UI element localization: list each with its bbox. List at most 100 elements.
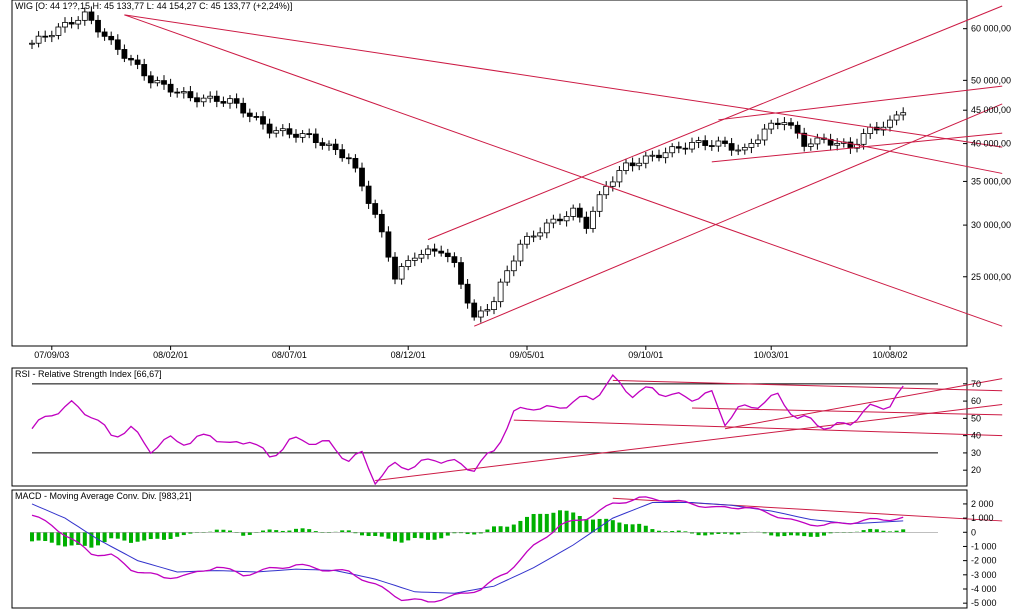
candle-body: [563, 215, 570, 222]
macd-y-tick-label: 2 000: [971, 499, 994, 509]
candle-body: [279, 128, 286, 132]
macd-histogram-bar: [135, 532, 140, 542]
macd-histogram-bar: [617, 522, 622, 533]
macd-y-tick-label: -1 000: [971, 541, 997, 551]
candle-body: [108, 35, 115, 41]
candle-body: [609, 181, 616, 187]
candle-body: [385, 231, 392, 258]
macd-histogram-bar: [538, 513, 543, 533]
rsi-line-group: [31, 373, 904, 486]
candle-body: [319, 142, 326, 146]
macd-histogram-bar: [102, 532, 107, 543]
macd-histogram-bar: [822, 532, 826, 536]
price-y-tick-label: 35 000,00: [971, 176, 1011, 186]
candle-body: [299, 133, 306, 138]
price-trendline: [718, 85, 1003, 121]
candle-body: [524, 235, 530, 245]
candle-body: [689, 142, 695, 150]
candle-body: [213, 95, 220, 102]
macd-histogram-bar: [782, 532, 787, 537]
candle-body: [95, 19, 101, 33]
candle-body: [154, 80, 161, 84]
macd-histogram-bar: [261, 530, 265, 533]
candle-body: [35, 35, 42, 44]
candle-body: [147, 75, 154, 84]
macd-histogram-bar: [690, 532, 694, 534]
candle-body: [807, 143, 814, 147]
price-trendlines: [124, 5, 1003, 327]
candle-body: [893, 114, 900, 121]
rsi-y-tick-label: 20: [971, 465, 981, 475]
macd-histogram-bar: [465, 532, 470, 535]
candle-body: [722, 140, 728, 144]
macd-histogram-bar: [511, 524, 516, 533]
macd-y-tick-label: 0: [971, 527, 976, 537]
macd-histogram-bar: [346, 530, 351, 533]
candle-body: [227, 98, 233, 104]
macd-histogram-bar: [115, 532, 120, 539]
candle-body: [101, 31, 108, 37]
macd-histogram-bar: [56, 532, 61, 546]
macd-histogram-bar: [340, 530, 345, 533]
candle-body: [134, 59, 141, 65]
candle-body: [590, 210, 596, 229]
macd-histogram-bar: [729, 532, 734, 535]
macd-histogram-bar: [643, 525, 648, 533]
candle-body: [583, 216, 590, 229]
candle-body: [260, 116, 266, 125]
candle-body: [240, 102, 247, 114]
candle-body: [128, 57, 134, 61]
macd-histogram-bar: [280, 530, 285, 533]
macd-histogram-bar: [558, 510, 562, 533]
price-y-tick-label: 60 000,00: [971, 24, 1011, 34]
rsi-y-tick-label: 60: [971, 396, 981, 406]
macd-histogram-bar: [828, 532, 833, 534]
candle-body: [761, 128, 768, 141]
rsi-y-axis: 20 30 40 50 60 70: [963, 379, 981, 475]
macd-histogram-bar: [683, 531, 688, 533]
rsi-y-tick-label: 70: [971, 379, 981, 389]
price-y-tick-label: 45 000,00: [971, 105, 1011, 115]
macd-histogram-bar: [663, 531, 668, 533]
macd-histogram-bar: [214, 529, 219, 533]
macd-histogram-bar: [122, 532, 127, 541]
candle-body: [781, 122, 788, 126]
macd-y-tick-label: -2 000: [971, 556, 997, 566]
macd-histogram-bar: [373, 532, 378, 536]
candle-body: [378, 213, 385, 233]
candle-body: [174, 91, 181, 94]
rsi-trendline: [612, 379, 1003, 392]
macd-histogram-bar: [76, 532, 81, 545]
candle-body: [207, 95, 214, 99]
rsi-y-tick-label: 40: [971, 431, 981, 441]
price-x-axis: 07/09/03 08/02/01 08/07/01 08/12/01 09/05/01…: [34, 346, 908, 360]
candle-body: [345, 157, 352, 160]
macd-histogram-bar: [399, 532, 404, 543]
macd-histogram-bar: [525, 516, 529, 533]
macd-histogram-bar: [300, 528, 305, 533]
macd-histogram-bar: [709, 532, 714, 535]
macd-histogram-bar: [881, 530, 886, 533]
rsi-y-tick-label: 50: [971, 413, 981, 423]
macd-y-tick-label: 1 000: [971, 513, 994, 523]
macd-histogram-bar: [241, 532, 246, 536]
macd-histogram-bar: [676, 530, 681, 533]
macd-histogram-bar: [313, 531, 318, 533]
price-y-tick-label: 50 000,00: [971, 75, 1011, 85]
candle-body: [180, 91, 187, 94]
candle-body: [550, 218, 557, 224]
macd-histogram-bar: [703, 532, 708, 536]
price-y-axis: 25 000,00 30 000,00 35 000,00 40 000,00 45 0…: [963, 24, 1011, 282]
macd-line: [31, 496, 904, 603]
candle-body: [114, 39, 121, 50]
price-y-tick-label: 40 000,00: [971, 139, 1011, 149]
macd-histogram-bar: [406, 532, 411, 541]
macd-histogram-bar: [162, 532, 166, 540]
candle-body: [662, 152, 669, 159]
macd-histogram-bar: [155, 532, 160, 539]
macd-histogram-bar: [142, 532, 147, 541]
macd-histogram-bar: [109, 532, 114, 539]
rsi-trendline: [691, 407, 1003, 416]
macd-histogram-bar: [228, 530, 232, 533]
price-panel-header: WIG [O: 44 1??,15 H: 45 133,77 L: 44 154…: [15, 1, 292, 11]
